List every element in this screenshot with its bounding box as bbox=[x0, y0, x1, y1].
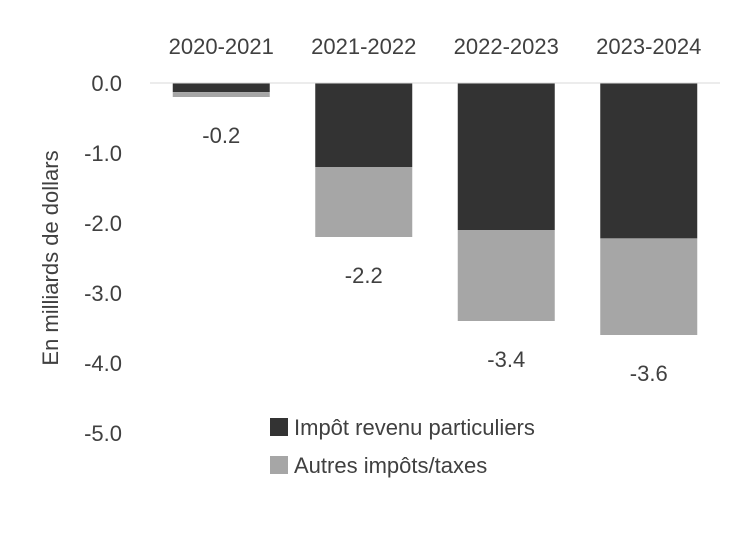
y-tick-labels: 0.0 -1.0 -2.0 -3.0 -4.0 -5.0 bbox=[84, 71, 122, 446]
total-labels: -0.2 -2.2 -3.4 -3.6 bbox=[202, 123, 667, 386]
legend-label: Impôt revenu particuliers bbox=[294, 415, 535, 440]
bar-segment-autres-impots-taxes bbox=[457, 230, 555, 321]
total-data-label: -3.4 bbox=[487, 347, 525, 372]
category-labels: 2020-2021 2021-2022 2022-2023 2023-2024 bbox=[169, 34, 702, 59]
y-tick-label: -5.0 bbox=[84, 421, 122, 446]
y-tick-label: -1.0 bbox=[84, 141, 122, 166]
legend: Impôt revenu particuliers Autres impôts/t… bbox=[270, 415, 535, 478]
category-label: 2020-2021 bbox=[169, 34, 274, 59]
bar-segment-autres-impots-taxes bbox=[600, 238, 698, 335]
legend-swatch-impot-revenu-particuliers bbox=[270, 418, 288, 436]
bar-segment-impot-revenu-particuliers bbox=[172, 83, 270, 93]
bar-segment-autres-impots-taxes bbox=[315, 167, 413, 237]
legend-swatch-autres-impots-taxes bbox=[270, 456, 288, 474]
bar-segment-impot-revenu-particuliers bbox=[600, 83, 698, 239]
bars bbox=[172, 83, 698, 335]
bar-segment-impot-revenu-particuliers bbox=[315, 83, 413, 167]
y-axis-title: En milliards de dollars bbox=[38, 150, 63, 365]
total-data-label: -0.2 bbox=[202, 123, 240, 148]
y-tick-label: -4.0 bbox=[84, 351, 122, 376]
total-data-label: -3.6 bbox=[630, 361, 668, 386]
bar-segment-impot-revenu-particuliers bbox=[457, 83, 555, 230]
y-tick-label: 0.0 bbox=[91, 71, 122, 96]
category-label: 2022-2023 bbox=[454, 34, 559, 59]
category-label: 2023-2024 bbox=[596, 34, 701, 59]
y-tick-label: -3.0 bbox=[84, 281, 122, 306]
legend-label: Autres impôts/taxes bbox=[294, 453, 487, 478]
y-tick-label: -2.0 bbox=[84, 211, 122, 236]
total-data-label: -2.2 bbox=[345, 263, 383, 288]
category-label: 2021-2022 bbox=[311, 34, 416, 59]
y-axis-title-group: En milliards de dollars bbox=[38, 150, 63, 365]
bar-segment-autres-impots-taxes bbox=[172, 92, 270, 97]
